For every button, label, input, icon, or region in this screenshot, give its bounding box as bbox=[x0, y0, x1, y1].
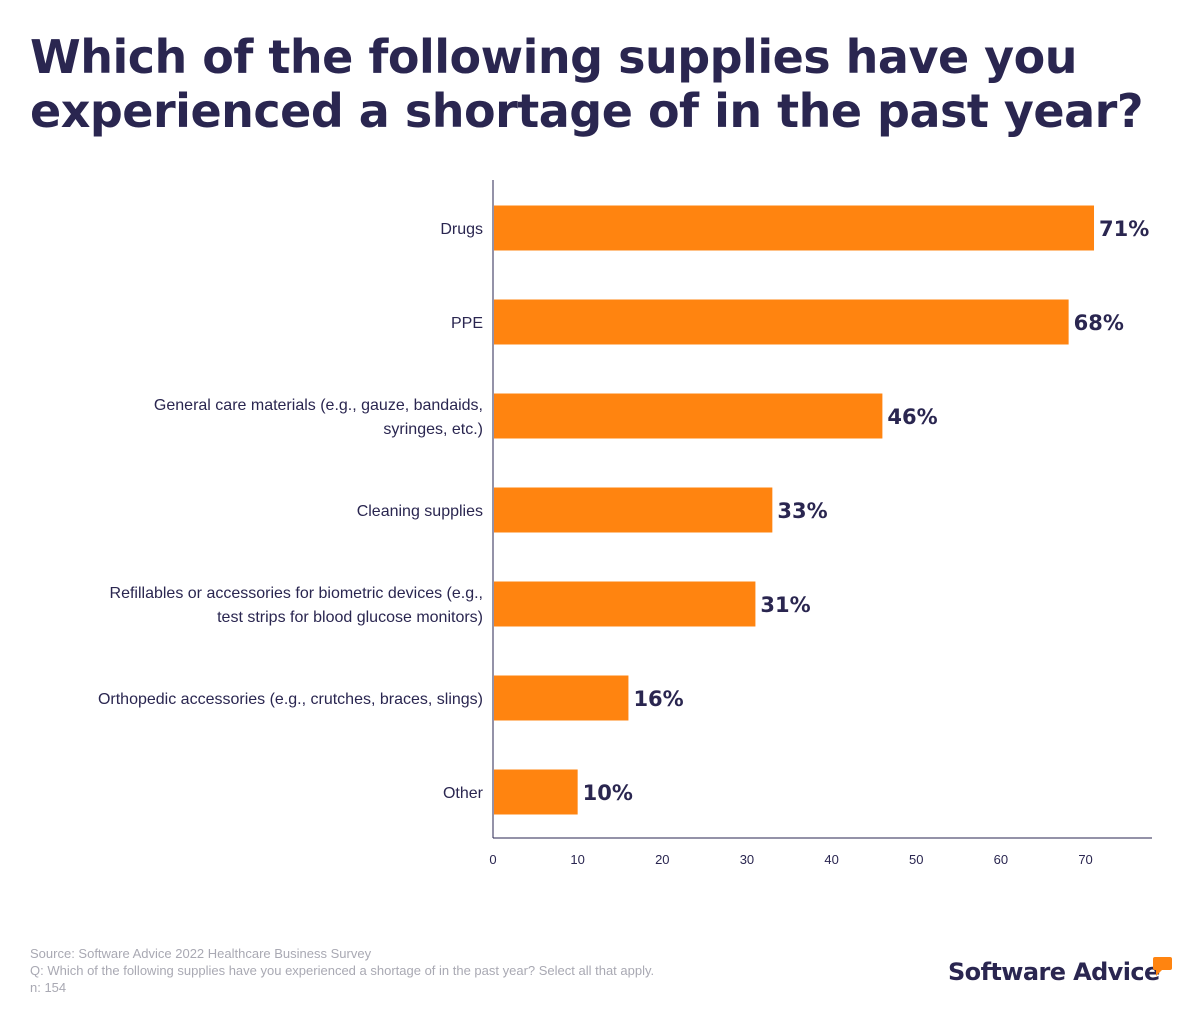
chart-title-line-2: experienced a shortage of in the past ye… bbox=[30, 84, 1144, 138]
chart-title: Which of the following supplies have you… bbox=[30, 30, 1150, 138]
brand-name: Software Advice bbox=[948, 958, 1160, 986]
bar-value-label: 31% bbox=[760, 593, 810, 617]
x-tick-label: 20 bbox=[655, 852, 669, 867]
category-label: PPE bbox=[451, 315, 483, 332]
bar bbox=[494, 487, 773, 533]
bar-value-label: 46% bbox=[887, 405, 937, 429]
speech-bubble-icon bbox=[1153, 957, 1172, 976]
x-tick-label: 50 bbox=[909, 852, 923, 867]
x-tick-label: 0 bbox=[489, 852, 496, 867]
question-note: Q: Which of the following supplies have … bbox=[30, 963, 655, 978]
chart-title-line-1: Which of the following supplies have you bbox=[30, 30, 1078, 84]
x-tick-label: 70 bbox=[1078, 852, 1092, 867]
bar bbox=[494, 769, 578, 815]
category-label: Other bbox=[443, 785, 484, 802]
category-label: Cleaning supplies bbox=[357, 503, 483, 520]
category-label: General care materials (e.g., gauze, ban… bbox=[154, 397, 483, 414]
bar-value-label: 10% bbox=[583, 781, 633, 805]
source-note: Source: Software Advice 2022 Healthcare … bbox=[30, 946, 372, 961]
x-tick-label: 30 bbox=[740, 852, 754, 867]
x-tick-label: 60 bbox=[994, 852, 1008, 867]
bar bbox=[494, 205, 1095, 251]
x-tick-label: 40 bbox=[824, 852, 838, 867]
x-tick-label: 10 bbox=[570, 852, 584, 867]
category-label: syringes, etc.) bbox=[383, 421, 483, 438]
brand-logo: Software Advice bbox=[948, 955, 1178, 991]
bar-value-label: 68% bbox=[1074, 311, 1124, 335]
category-label: Drugs bbox=[440, 221, 483, 238]
bar bbox=[494, 675, 629, 721]
sample-size-note: n: 154 bbox=[30, 980, 67, 995]
bar bbox=[494, 393, 883, 439]
bar-value-label: 71% bbox=[1099, 217, 1149, 241]
bar-value-label: 16% bbox=[633, 687, 683, 711]
bar bbox=[494, 581, 756, 627]
bar bbox=[494, 299, 1069, 345]
bar-value-label: 33% bbox=[777, 499, 827, 523]
footer-notes: Source: Software Advice 2022 Healthcare … bbox=[30, 945, 654, 996]
category-label: test strips for blood glucose monitors) bbox=[217, 609, 483, 626]
bar-chart: 71% Drugs 68% PPE 46% General care materials … bbox=[98, 180, 1152, 867]
category-label: Refillables or accessories for biometric… bbox=[110, 585, 483, 602]
category-label: Orthopedic accessories (e.g., crutches, … bbox=[98, 691, 483, 708]
